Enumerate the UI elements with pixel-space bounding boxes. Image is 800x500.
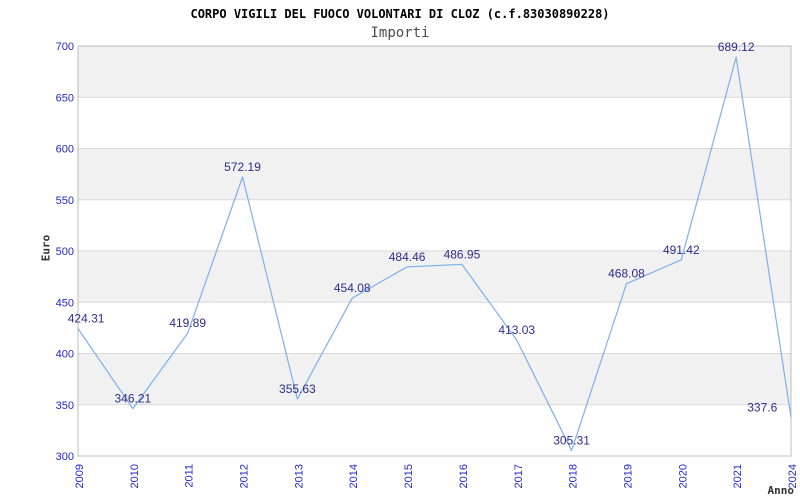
- y-tick-label: 550: [56, 195, 74, 207]
- plot-band: [78, 353, 791, 405]
- x-tick-label: 2012: [239, 464, 251, 488]
- y-tick-label: 400: [56, 349, 74, 361]
- data-point-label: 355.63: [279, 382, 316, 396]
- data-point-label: 424.31: [68, 312, 105, 326]
- chart-title: CORPO VIGILI DEL FUOCO VOLONTARI DI CLOZ…: [190, 7, 610, 21]
- data-point-label: 689.12: [718, 40, 755, 54]
- x-tick-label: 2021: [732, 464, 744, 488]
- x-tick-label: 2019: [622, 464, 634, 488]
- data-point-label: 346.21: [114, 392, 151, 406]
- y-tick-label: 450: [56, 297, 74, 309]
- x-tick-label: 2011: [184, 464, 196, 488]
- y-tick-label: 500: [56, 246, 74, 258]
- y-tick-label: 600: [56, 144, 74, 156]
- x-tick-label: 2020: [677, 464, 689, 488]
- plot-band: [78, 46, 791, 98]
- y-tick-label: 350: [56, 400, 74, 412]
- plot-band: [78, 251, 791, 303]
- x-axis-title: Anno: [767, 484, 795, 497]
- data-point-label: 337.6: [747, 400, 777, 414]
- y-tick-label: 300: [56, 451, 74, 463]
- data-point-label: 468.08: [608, 267, 645, 281]
- plot-band: [78, 148, 791, 200]
- y-tick-label: 700: [56, 41, 74, 53]
- x-tick-label: 2010: [129, 464, 141, 488]
- plot-border: [77, 45, 792, 457]
- y-tick-label: 650: [56, 92, 74, 104]
- x-tick-label: 2015: [403, 464, 415, 488]
- data-point-label: 305.31: [553, 434, 590, 448]
- plot-band: [78, 97, 791, 149]
- data-point-label: 484.46: [389, 250, 426, 264]
- data-point-label: 491.42: [663, 243, 700, 257]
- x-tick-label: 2016: [458, 464, 470, 488]
- data-point-label: 454.08: [334, 281, 371, 295]
- data-point-label: 572.19: [224, 160, 261, 174]
- x-tick-label: 2013: [293, 464, 305, 488]
- x-tick-label: 2024: [787, 464, 799, 488]
- x-tick-label: 2014: [348, 464, 360, 488]
- chart-subtitle: Importi: [370, 25, 430, 41]
- x-tick-label: 2017: [513, 464, 525, 488]
- x-tick-label: 2018: [568, 464, 580, 488]
- plot-band: [78, 302, 791, 354]
- plot-band: [78, 199, 791, 251]
- data-point-label: 419.89: [169, 316, 206, 330]
- data-point-label: 486.95: [444, 247, 481, 261]
- x-tick-label: 2009: [74, 464, 86, 488]
- data-line: [77, 56, 792, 452]
- data-point-label: 413.03: [498, 323, 535, 337]
- plot-band: [78, 404, 791, 456]
